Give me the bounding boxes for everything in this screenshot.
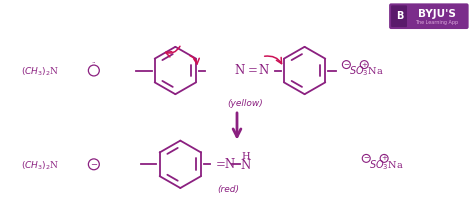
Text: $SO_3$Na: $SO_3$Na	[369, 158, 404, 172]
FancyBboxPatch shape	[389, 3, 469, 29]
Text: $(CH_3)_2$N: $(CH_3)_2$N	[21, 65, 59, 78]
Text: +: +	[381, 155, 387, 161]
Text: $SO_3$Na: $SO_3$Na	[349, 65, 384, 78]
Text: N: N	[241, 159, 251, 172]
Text: +: +	[361, 62, 367, 68]
Text: ··: ··	[91, 60, 96, 66]
Text: H: H	[242, 152, 250, 161]
Text: =: =	[248, 64, 258, 77]
FancyBboxPatch shape	[391, 5, 407, 27]
Text: −: −	[363, 155, 369, 161]
Text: (yellow): (yellow)	[227, 99, 263, 108]
Text: −: −	[91, 160, 97, 169]
Text: The Learning App: The Learning App	[415, 20, 458, 25]
Text: $(CH_3)_2$N: $(CH_3)_2$N	[21, 159, 59, 171]
Text: (red): (red)	[217, 185, 239, 194]
Text: −: −	[344, 62, 349, 68]
Text: B: B	[396, 11, 404, 21]
Text: N: N	[259, 64, 269, 77]
Text: BYJU'S: BYJU'S	[418, 9, 456, 19]
Text: =N: =N	[216, 158, 236, 171]
Text: N: N	[235, 64, 245, 77]
